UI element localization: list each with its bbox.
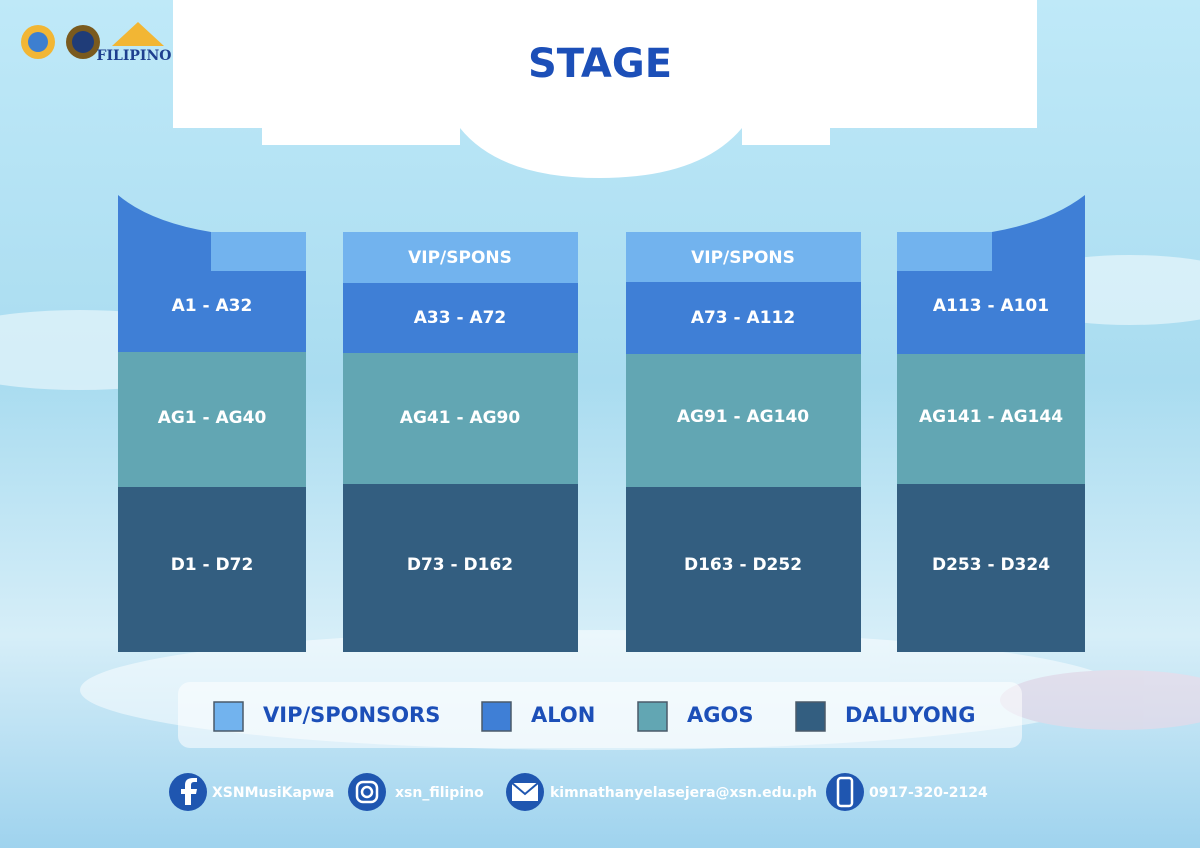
agos-block bbox=[118, 352, 306, 487]
vip-block bbox=[343, 232, 578, 283]
logo-text: FILIPINO bbox=[97, 48, 172, 64]
seat-range: A113 - A101 bbox=[933, 296, 1049, 316]
legend-label: DALUYONG bbox=[845, 703, 976, 727]
legend-label: ALON bbox=[531, 703, 595, 727]
logo-3 bbox=[112, 22, 164, 46]
legend-swatch bbox=[795, 701, 826, 732]
seat-range: AG141 - AG144 bbox=[919, 407, 1063, 427]
seat-range: D163 - D252 bbox=[684, 555, 802, 575]
contacts: XSNMusiKapwa xsn_filipino kimnathanyelas… bbox=[169, 773, 988, 811]
seat-range: D73 - D162 bbox=[407, 555, 513, 575]
seat-range: AG1 - AG40 bbox=[158, 408, 267, 428]
stage bbox=[173, 0, 1037, 178]
daluyong-block bbox=[343, 484, 578, 652]
seat-range: A33 - A72 bbox=[414, 308, 507, 328]
instagram-icon bbox=[348, 773, 386, 811]
seat-range: AG91 - AG140 bbox=[677, 407, 809, 427]
legend-swatch bbox=[213, 701, 244, 732]
daluyong-block bbox=[897, 484, 1085, 652]
logos: FILIPINO bbox=[21, 22, 171, 64]
seat-range: A1 - A32 bbox=[172, 296, 253, 316]
seat-range: D253 - D324 bbox=[932, 555, 1050, 575]
legend-swatch bbox=[481, 701, 512, 732]
phone-icon bbox=[826, 773, 864, 811]
vip-block bbox=[897, 232, 992, 271]
legend-label: VIP/SPONSORS bbox=[263, 703, 440, 727]
legend-label: AGOS bbox=[687, 703, 753, 727]
alon-block bbox=[343, 283, 578, 353]
seat-range: VIP/SPONS bbox=[691, 248, 795, 268]
section: A113 - A101 AG141 - AG144 D253 - D324 bbox=[897, 195, 1085, 652]
alon-block bbox=[626, 282, 861, 354]
seat-range: A73 - A112 bbox=[691, 308, 795, 328]
contact-text: XSNMusiKapwa bbox=[212, 785, 334, 801]
contact-text: xsn_filipino bbox=[395, 785, 484, 801]
legend: VIP/SPONSORS ALON AGOS DALUYONG bbox=[178, 682, 1022, 748]
vip-block bbox=[626, 232, 861, 282]
agos-block bbox=[626, 354, 861, 487]
section: A1 - A32 AG1 - AG40 D1 - D72 bbox=[118, 195, 306, 652]
section: VIP/SPONS A73 - A112 AG91 - AG140 D163 -… bbox=[626, 232, 861, 652]
seat-range: VIP/SPONS bbox=[408, 248, 512, 268]
agos-block bbox=[897, 354, 1085, 484]
agos-block bbox=[343, 353, 578, 484]
seat-range: D1 - D72 bbox=[171, 555, 254, 575]
vip-block bbox=[211, 232, 306, 271]
section: VIP/SPONS A33 - A72 AG41 - AG90 D73 - D1… bbox=[343, 232, 578, 652]
contact-text: 0917-320-2124 bbox=[869, 785, 988, 801]
legend-swatch bbox=[637, 701, 668, 732]
contact-text: kimnathanyelasejera@xsn.edu.ph bbox=[550, 785, 817, 801]
daluyong-block bbox=[626, 487, 861, 652]
stage-label: STAGE bbox=[528, 41, 672, 87]
daluyong-block bbox=[118, 487, 306, 652]
seat-range: AG41 - AG90 bbox=[400, 408, 521, 428]
